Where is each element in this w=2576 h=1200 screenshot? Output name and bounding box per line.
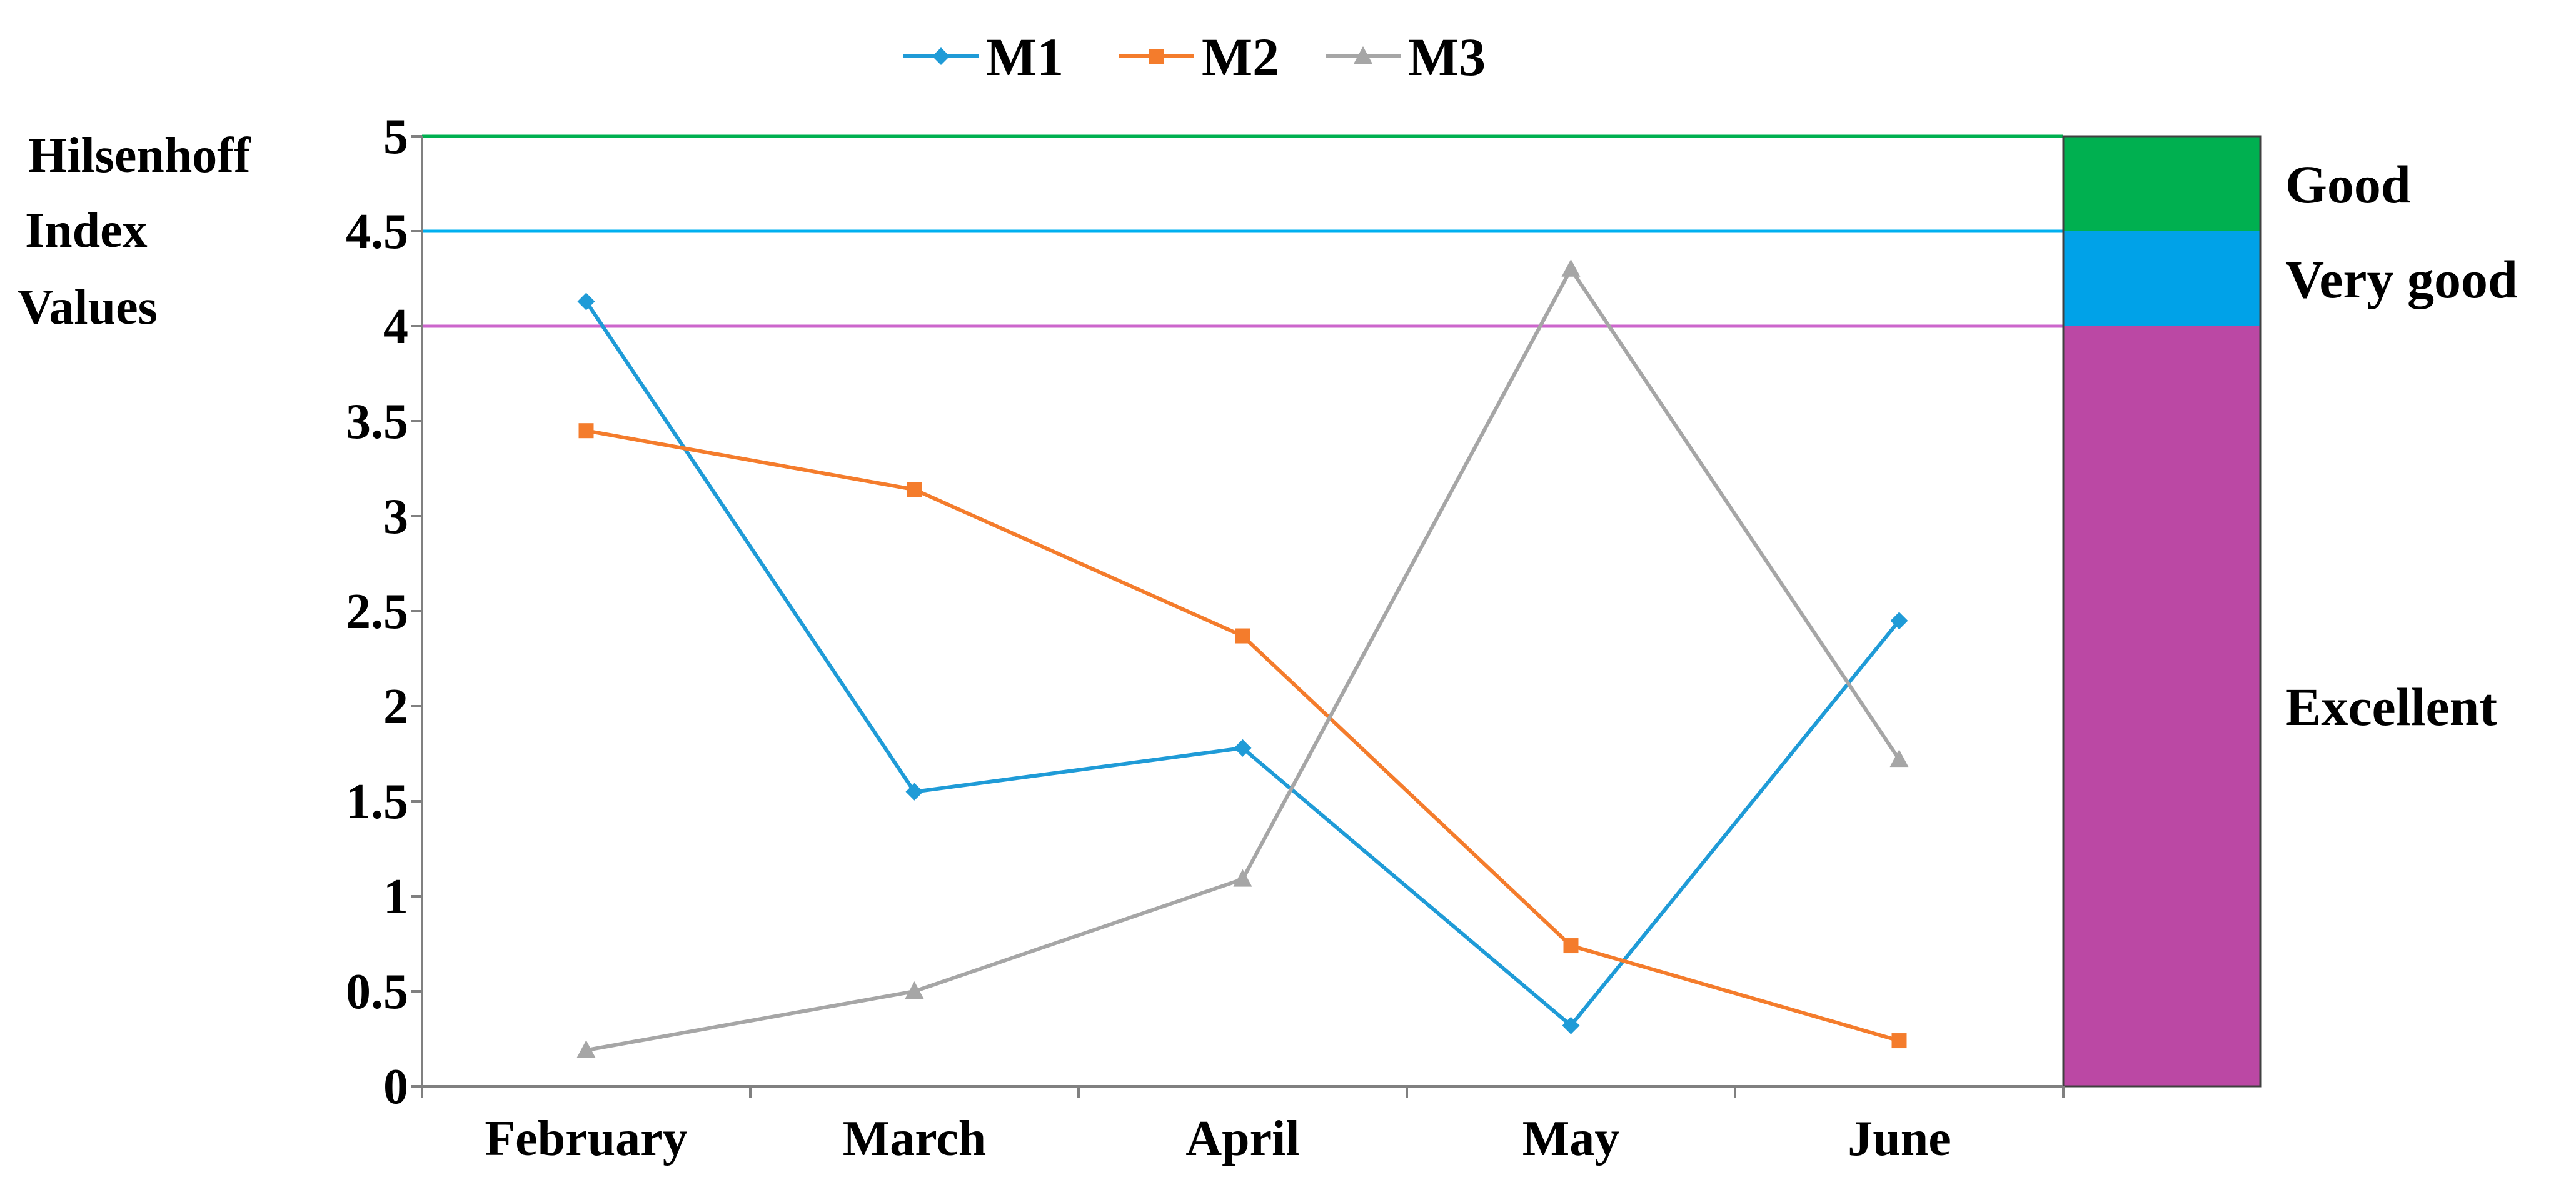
legend-label-m3: M3 [1408, 27, 1486, 87]
y-tick-label: 0.5 [346, 964, 408, 1019]
data-point-m3 [1889, 749, 1909, 768]
x-tick-label: March [843, 1111, 987, 1166]
y-ticks: 0 0.5 1 1.5 2 2.5 3 3.5 4 4.5 5 [346, 109, 422, 1114]
x-tick-label: February [485, 1111, 687, 1166]
series-line-m3 [585, 267, 1901, 1052]
x-ticks: February March April May June [421, 1086, 2065, 1166]
legend-marker-m2 [1149, 49, 1164, 64]
band-excellent [2063, 326, 2260, 1086]
band-label: Excellent [2285, 677, 2497, 737]
y-tick-label: 1 [383, 869, 408, 924]
data-point-m2 [1235, 628, 1250, 644]
y-tick-label: 4 [383, 299, 408, 354]
legend: M1 M2 M3 [903, 27, 1486, 87]
band-frame [2062, 135, 2262, 1088]
y-tick-label: 3.5 [346, 394, 408, 449]
series-line-m1 [585, 300, 1901, 1028]
x-tick-label: April [1185, 1111, 1299, 1166]
series-line-m2 [585, 429, 1900, 1042]
data-point-m1 [1234, 739, 1252, 757]
y-tick-label: 2.5 [346, 584, 408, 639]
data-point-m2 [1563, 938, 1579, 954]
y-tick-label: 3 [383, 489, 408, 544]
y-tick-label: 4.5 [346, 204, 408, 259]
data-point-m2 [1891, 1033, 1907, 1049]
y-tick-label: 1.5 [346, 774, 408, 829]
y-axis-label-line-2: Index [25, 203, 148, 258]
y-tick-label: 0 [383, 1059, 408, 1114]
data-point-m3 [576, 1040, 596, 1058]
legend-marker-m3 [1354, 46, 1372, 64]
reference-lines [422, 134, 2063, 328]
quality-bands: Good Very good Excellent [2062, 135, 2518, 1088]
band-label: Very good [2285, 249, 2518, 309]
data-point-m1 [1562, 1016, 1580, 1034]
band-very-good [2063, 231, 2260, 326]
legend-label-m1: M1 [986, 27, 1064, 87]
x-tick-label: May [1522, 1111, 1620, 1166]
data-point-m1 [1890, 612, 1908, 630]
y-tick-label: 5 [383, 109, 408, 164]
legend-marker-m1 [932, 48, 950, 65]
legend-label-m2: M2 [1202, 27, 1279, 87]
data-point-m3 [905, 981, 924, 999]
data-point-m3 [1233, 869, 1252, 887]
data-point-m1 [905, 782, 923, 801]
data-point-m1 [577, 292, 595, 311]
y-tick-label: 2 [383, 679, 408, 734]
axes [421, 136, 2063, 1088]
series [576, 259, 1909, 1058]
band-good [2063, 136, 2260, 231]
y-axis-label: Hilsenhoff Index Values [18, 128, 251, 335]
x-tick-label: June [1848, 1111, 1951, 1166]
data-point-m3 [1561, 259, 1581, 277]
y-axis-label-line-1: Hilsenhoff [28, 128, 251, 183]
band-label: Good [2285, 154, 2411, 214]
data-point-m2 [578, 423, 594, 439]
data-point-m2 [907, 482, 922, 498]
y-axis-label-line-3: Values [18, 280, 158, 335]
